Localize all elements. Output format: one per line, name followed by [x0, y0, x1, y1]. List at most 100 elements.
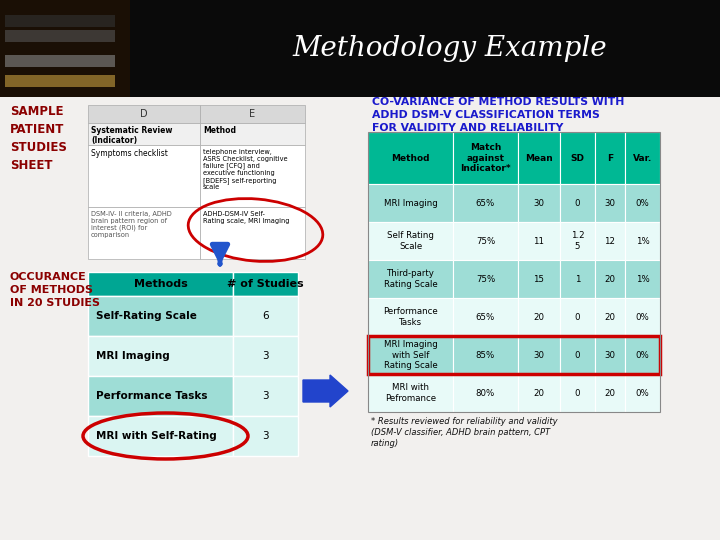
Text: 65%: 65% [476, 199, 495, 207]
Bar [453, 298, 518, 336]
Text: ADHD-DSM-IV Self-
Rating scale, MRI Imaging: ADHD-DSM-IV Self- Rating scale, MRI Imag… [203, 211, 289, 224]
Text: 0%: 0% [636, 350, 649, 360]
Text: 30: 30 [534, 199, 544, 207]
Bar [453, 260, 518, 298]
Bar [88, 416, 233, 456]
Text: 12: 12 [605, 237, 616, 246]
Bar [5, 30, 115, 42]
Bar [560, 260, 595, 298]
Text: 20: 20 [534, 313, 544, 321]
Text: 30: 30 [534, 350, 544, 360]
Bar [518, 184, 560, 222]
Text: 20: 20 [605, 313, 616, 321]
Text: MRI Imaging: MRI Imaging [96, 351, 170, 361]
Text: MRI with
Pefromance: MRI with Pefromance [385, 383, 436, 403]
Text: 3: 3 [262, 391, 269, 401]
Bar [368, 298, 453, 336]
Text: 3: 3 [262, 431, 269, 441]
Bar [233, 376, 298, 416]
Bar [518, 222, 560, 260]
Text: 30: 30 [605, 199, 616, 207]
Text: Method: Method [391, 153, 430, 163]
Bar [200, 145, 305, 207]
Bar [595, 184, 625, 222]
Bar [560, 132, 595, 184]
Bar [518, 132, 560, 184]
Text: 15: 15 [534, 274, 544, 284]
Bar [88, 207, 200, 259]
Bar [233, 416, 298, 456]
Text: 11: 11 [534, 237, 544, 246]
Text: Self-Rating Scale: Self-Rating Scale [96, 311, 197, 321]
Text: 65%: 65% [476, 313, 495, 321]
Text: Systematic Review
(Indicator): Systematic Review (Indicator) [91, 126, 172, 145]
Bar [560, 222, 595, 260]
Bar [368, 260, 453, 298]
Bar [518, 336, 560, 374]
Bar [625, 132, 660, 184]
Text: F: F [607, 153, 613, 163]
Bar [595, 298, 625, 336]
Bar [5, 15, 115, 27]
Bar [88, 105, 200, 123]
Text: 0: 0 [575, 313, 580, 321]
Bar [88, 145, 200, 207]
Bar [625, 336, 660, 374]
Text: 0%: 0% [636, 199, 649, 207]
Bar [625, 260, 660, 298]
Bar [625, 374, 660, 412]
Bar [5, 75, 115, 87]
Bar [88, 272, 233, 296]
Bar [625, 222, 660, 260]
Bar [368, 374, 453, 412]
Bar [233, 336, 298, 376]
Text: Var.: Var. [633, 153, 652, 163]
Bar [453, 222, 518, 260]
Text: OCCURANCE
OF METHODS
IN 20 STUDIES: OCCURANCE OF METHODS IN 20 STUDIES [10, 272, 100, 308]
Text: Mean: Mean [525, 153, 553, 163]
Text: MRI Imaging
with Self
Rating Scale: MRI Imaging with Self Rating Scale [384, 340, 437, 370]
Text: Method: Method [203, 126, 236, 135]
Bar [0, 0, 130, 97]
Text: 85%: 85% [476, 350, 495, 360]
Bar [518, 298, 560, 336]
Bar [88, 296, 233, 336]
Text: telephone interview,
ASRS Checklist, cognitive
failure [CFQ] and
executive funct: telephone interview, ASRS Checklist, cog… [203, 149, 287, 190]
Bar [0, 0, 130, 97]
Bar [88, 336, 233, 376]
Bar [200, 123, 305, 145]
Bar [5, 55, 115, 67]
Bar [200, 105, 305, 123]
Bar [233, 296, 298, 336]
Bar [518, 374, 560, 412]
Bar [368, 222, 453, 260]
Bar [595, 132, 625, 184]
Bar [233, 272, 298, 296]
Bar [560, 374, 595, 412]
Text: # of Studies: # of Studies [228, 279, 304, 289]
Bar [595, 222, 625, 260]
Text: 0: 0 [575, 199, 580, 207]
Text: FOR VALIDITY AND RELIABILITY: FOR VALIDITY AND RELIABILITY [372, 123, 563, 133]
Bar [595, 260, 625, 298]
Text: D: D [140, 109, 148, 119]
Bar [368, 132, 453, 184]
Bar [453, 132, 518, 184]
Text: 20: 20 [534, 388, 544, 397]
Text: Third-party
Rating Scale: Third-party Rating Scale [384, 269, 437, 289]
Bar [368, 336, 660, 374]
Bar [595, 336, 625, 374]
Text: DSM-IV- II criteria, ADHD
brain pattern region of
interest (ROI) for
comparison: DSM-IV- II criteria, ADHD brain pattern … [91, 211, 172, 238]
Text: CO-VARIANCE OF METHOD RESULTS WITH: CO-VARIANCE OF METHOD RESULTS WITH [372, 97, 624, 107]
Text: SAMPLE
PATIENT
STUDIES
SHEET: SAMPLE PATIENT STUDIES SHEET [10, 105, 67, 172]
Bar [595, 374, 625, 412]
Bar [453, 184, 518, 222]
Bar [368, 336, 453, 374]
Text: 3: 3 [262, 351, 269, 361]
Text: Performance
Tasks: Performance Tasks [383, 307, 438, 327]
Bar [560, 336, 595, 374]
Text: Match
against
Indicator*: Match against Indicator* [460, 143, 510, 173]
Text: Methodology Example: Methodology Example [293, 36, 607, 63]
Bar [560, 298, 595, 336]
Text: 80%: 80% [476, 388, 495, 397]
